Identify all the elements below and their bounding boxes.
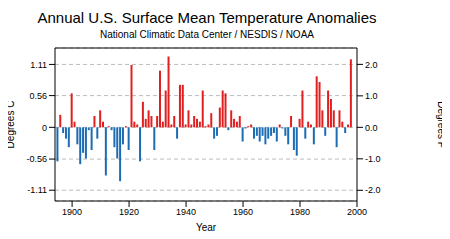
svg-text:-1.11: -1.11 xyxy=(27,185,47,195)
svg-text:2000: 2000 xyxy=(347,207,367,217)
svg-text:-2.0: -2.0 xyxy=(365,185,381,195)
html-text:Annual U.S. Surface Mean Tempe: Annual U.S. Surface Mean Temperature Ano… xyxy=(37,9,377,26)
svg-text:-0.56: -0.56 xyxy=(26,154,47,164)
svg-text:0.0: 0.0 xyxy=(365,123,378,133)
svg-text:Degrees F: Degrees F xyxy=(436,101,442,148)
svg-text:0: 0 xyxy=(42,123,47,133)
svg-text:1.11: 1.11 xyxy=(30,60,47,70)
svg-text:1900: 1900 xyxy=(62,207,82,217)
svg-text:Degrees C: Degrees C xyxy=(8,101,16,149)
svg-text:-1.0: -1.0 xyxy=(365,154,381,164)
svg-text:1940: 1940 xyxy=(176,207,196,217)
svg-text:2.0: 2.0 xyxy=(365,60,378,70)
svg-text:1960: 1960 xyxy=(233,207,253,217)
svg-text:1920: 1920 xyxy=(119,207,139,217)
svg-text:1.0: 1.0 xyxy=(365,91,378,101)
svg-text:1980: 1980 xyxy=(290,207,310,217)
svg-text:0.56: 0.56 xyxy=(29,91,47,101)
svg-text:Year: Year xyxy=(196,222,217,231)
html-text:National Climatic Data Center: National Climatic Data Center / NESDIS /… xyxy=(100,29,314,40)
